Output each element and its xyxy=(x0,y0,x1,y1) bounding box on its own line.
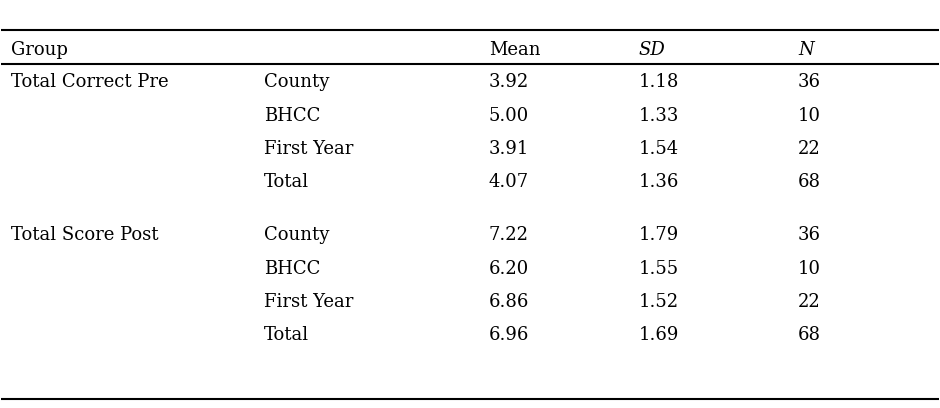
Text: 3.92: 3.92 xyxy=(489,73,529,91)
Text: 10: 10 xyxy=(798,259,821,277)
Text: 4.07: 4.07 xyxy=(489,173,529,191)
Text: 1.79: 1.79 xyxy=(638,226,679,244)
Text: 10: 10 xyxy=(798,106,821,125)
Text: BHCC: BHCC xyxy=(264,259,321,277)
Text: Total Score Post: Total Score Post xyxy=(10,226,158,244)
Text: 36: 36 xyxy=(798,226,821,244)
Text: 22: 22 xyxy=(798,293,821,311)
Text: County: County xyxy=(264,226,329,244)
Text: First Year: First Year xyxy=(264,140,353,158)
Text: Total: Total xyxy=(264,326,309,344)
Text: First Year: First Year xyxy=(264,293,353,311)
Text: 6.86: 6.86 xyxy=(489,293,529,311)
Text: 5.00: 5.00 xyxy=(489,106,529,125)
Text: 6.20: 6.20 xyxy=(489,259,529,277)
Text: Group: Group xyxy=(10,41,68,59)
Text: 1.69: 1.69 xyxy=(638,326,679,344)
Text: 36: 36 xyxy=(798,73,821,91)
Text: 1.33: 1.33 xyxy=(638,106,679,125)
Text: Mean: Mean xyxy=(489,41,540,59)
Text: 68: 68 xyxy=(798,173,821,191)
Text: Total Correct Pre: Total Correct Pre xyxy=(10,73,168,91)
Text: 3.91: 3.91 xyxy=(489,140,529,158)
Text: Total: Total xyxy=(264,173,309,191)
Text: 7.22: 7.22 xyxy=(489,226,528,244)
Text: County: County xyxy=(264,73,329,91)
Text: 1.18: 1.18 xyxy=(638,73,679,91)
Text: N: N xyxy=(798,41,814,59)
Text: 1.52: 1.52 xyxy=(638,293,679,311)
Text: 6.96: 6.96 xyxy=(489,326,529,344)
Text: 68: 68 xyxy=(798,326,821,344)
Text: 1.55: 1.55 xyxy=(638,259,679,277)
Text: 1.36: 1.36 xyxy=(638,173,679,191)
Text: 1.54: 1.54 xyxy=(638,140,679,158)
Text: 22: 22 xyxy=(798,140,821,158)
Text: SD: SD xyxy=(638,41,666,59)
Text: BHCC: BHCC xyxy=(264,106,321,125)
